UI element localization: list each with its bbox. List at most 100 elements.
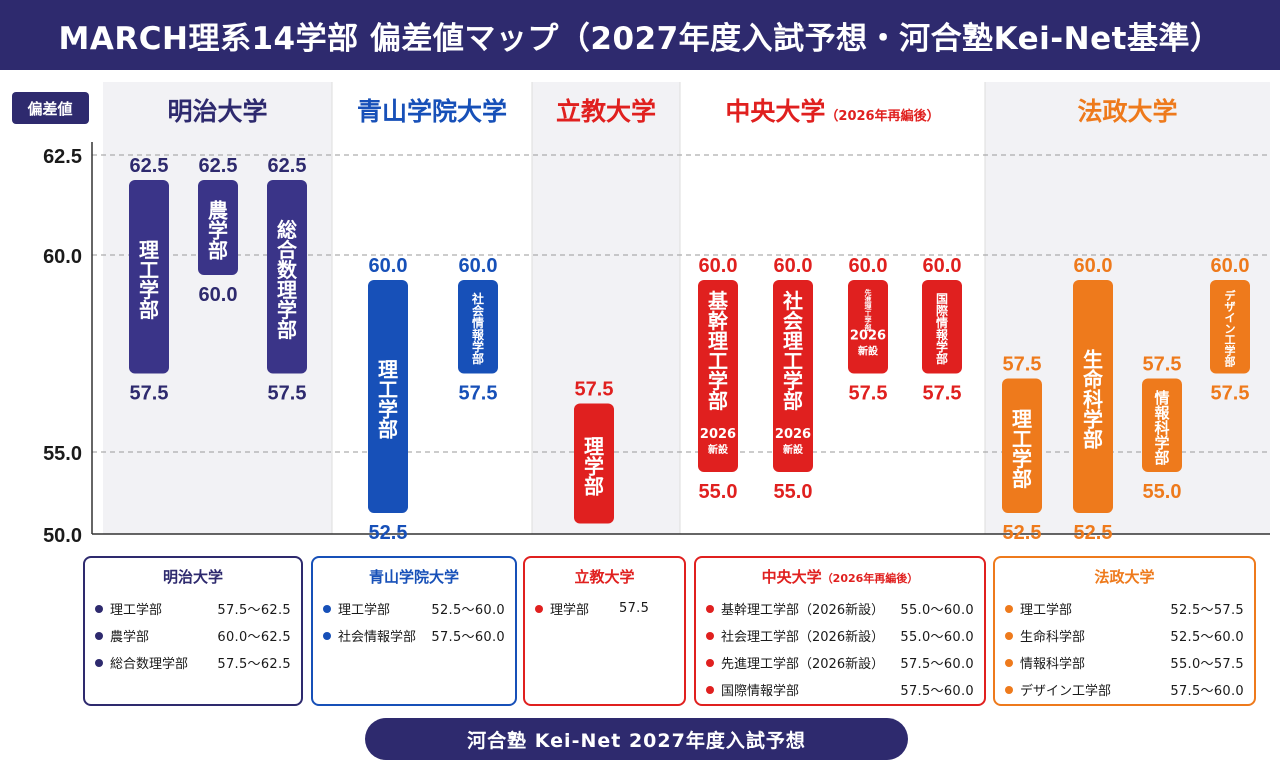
bar-dept-char: デ [1225, 288, 1237, 302]
summary-dept: 総合数理学部 [110, 657, 189, 672]
summary-dept: 生命科学部 [1020, 630, 1086, 645]
bar-sub-label: 2026 新設 [850, 329, 886, 358]
bar-dept-char: 部 [208, 239, 228, 263]
summary-row: 国際情報学部 57.5〜60.0 [706, 676, 974, 703]
range-bar [198, 180, 238, 275]
bar-low-label: 57.5 [268, 383, 307, 405]
bar-low-label: 52.5 [1074, 522, 1113, 544]
bar-high-label: 57.5 [575, 379, 614, 401]
bar-dept-label: 先進理工学部 [865, 288, 872, 332]
bar-dept-char: 部 [865, 323, 872, 332]
group-name: 中央大学 [725, 97, 825, 126]
summary-range: 52.5〜60.0 [1170, 630, 1244, 645]
y-tick-label: 50.0 [43, 525, 82, 547]
bullet-dot-icon [1005, 685, 1013, 694]
bar-dept-char: 報 [936, 327, 949, 342]
bar-dept-char: 会 [472, 303, 485, 318]
summary-dept: 理学部 [550, 603, 590, 618]
group-name: 青山学院大学 [357, 97, 507, 126]
summary-dept: 基幹理工学部（2026新設） [721, 603, 885, 618]
bar-dept-char: 工 [378, 378, 398, 402]
bar-dept-char: 学 [1225, 343, 1236, 357]
group-header: 立教大学 [556, 97, 656, 126]
group-note: （2026年再編後） [825, 108, 939, 124]
bar-dept-char: 農 [208, 199, 228, 223]
column-background [332, 82, 532, 534]
bar-dept-char: 科 [1083, 388, 1103, 412]
y-tick-label: 55.0 [43, 443, 82, 465]
summary-row: 先進理工学部（2026新設） 57.5〜60.0 [706, 649, 974, 676]
bar-dept-char: 工 [1012, 427, 1032, 451]
bar-dept-char: 学 [783, 369, 803, 393]
bullet-dot-icon [1005, 631, 1013, 640]
bar-dept-char: 部 [378, 418, 398, 442]
summary-range: 57.5〜62.5 [217, 603, 291, 618]
bar-high-label: 60.0 [849, 255, 888, 277]
range-bar [1210, 280, 1250, 374]
range-bar [1002, 378, 1042, 513]
bar-dept-char: 学 [378, 398, 398, 422]
summary-range: 55.0〜60.0 [900, 630, 974, 645]
summary-card: 明治大学 理工学部 57.5〜62.5 農学部 60.0〜62.5 総合数理学部 57.5〜… [83, 556, 303, 706]
summary-row: 理工学部 57.5〜62.5 [95, 595, 291, 622]
bullet-dot-icon [323, 631, 331, 640]
bar-high-label: 62.5 [199, 155, 238, 177]
bar-dept-char: 学 [1083, 408, 1103, 432]
bar-dept-char: 部 [1012, 467, 1032, 491]
bar-dept-label: 総合数理学部 [277, 218, 298, 342]
bar-low-label: 55.0 [774, 481, 813, 503]
bullet-dot-icon [323, 604, 331, 613]
bar-dept-char: 社 [782, 289, 803, 313]
bar-dept-char: 理 [783, 329, 803, 353]
bar-dept-char: 先 [865, 288, 872, 297]
range-bar [1142, 378, 1182, 472]
bar-low-label: 57.5 [1211, 383, 1250, 405]
bar-dept-char: 部 [139, 298, 159, 322]
summary-card-name: 法政大学 [1094, 568, 1155, 586]
bar-dept-char: 国 [936, 292, 948, 306]
bar-dept-char: 理 [1012, 407, 1032, 431]
bar-sub-label: 2026 新設 [775, 427, 811, 456]
summary-dept: 先進理工学部（2026新設） [721, 657, 885, 672]
bar-dept-char: 命 [1083, 368, 1104, 392]
bar-dept-char: 情 [936, 315, 948, 330]
range-bar [698, 280, 738, 472]
footer-source: 河合塾 Kei-Net 2027年度入試予想 [365, 718, 908, 760]
bar-high-label: 62.5 [268, 155, 307, 177]
bar-high-label: 60.0 [459, 255, 498, 277]
bar-sub-line: 2026 [775, 427, 811, 442]
bar-dept-char: 社 [471, 291, 484, 306]
bar-dept-char: 部 [277, 318, 297, 342]
bar-low-label: 55.0 [699, 481, 738, 503]
bar-dept-char: 合 [277, 238, 298, 262]
bar-dept-char: 学 [277, 298, 297, 322]
range-bar [267, 180, 307, 374]
summary-row: 情報科学部 55.0〜57.5 [1005, 649, 1244, 676]
bar-dept-label: 農学部 [208, 199, 228, 263]
group-header: 法政大学 [1077, 97, 1177, 126]
bar-dept-char: 工 [865, 310, 872, 318]
bar-dept-char: 幹 [708, 309, 729, 333]
summary-row: 理工学部 52.5〜60.0 [323, 595, 505, 622]
range-bar [129, 180, 169, 374]
bar-low-label: 57.5 [923, 383, 962, 405]
bar-dept-label: デザイン工学部 [1225, 288, 1237, 368]
summary-row: デザイン工学部 57.5〜60.0 [1005, 676, 1244, 703]
bar-dept-label: 理工学部 [139, 238, 159, 322]
bar-dept-char: 進 [865, 295, 872, 304]
summary-card-name: 立教大学 [574, 568, 635, 586]
bar-dept-char: 部 [1083, 428, 1103, 452]
bar-dept-label: 理学部 [584, 435, 604, 499]
group-header: 中央大学（2026年再編後） [725, 97, 939, 126]
bullet-dot-icon [706, 685, 714, 694]
bar-dept-char: 学 [139, 278, 159, 302]
summary-range: 57.5〜60.0 [1170, 684, 1244, 699]
bar-sub-line: 2026 [700, 427, 736, 442]
bar-dept-char: 学 [708, 369, 728, 393]
bullet-dot-icon [95, 604, 103, 613]
bar-dept-char: 工 [708, 349, 728, 373]
summary-card: 青山学院大学 理工学部 52.5〜60.0 社会情報学部 57.5〜60.0 [311, 556, 517, 706]
summary-dept: 社会情報学部 [338, 630, 417, 645]
bar-dept-char: 部 [584, 475, 604, 499]
range-bar [574, 403, 614, 524]
